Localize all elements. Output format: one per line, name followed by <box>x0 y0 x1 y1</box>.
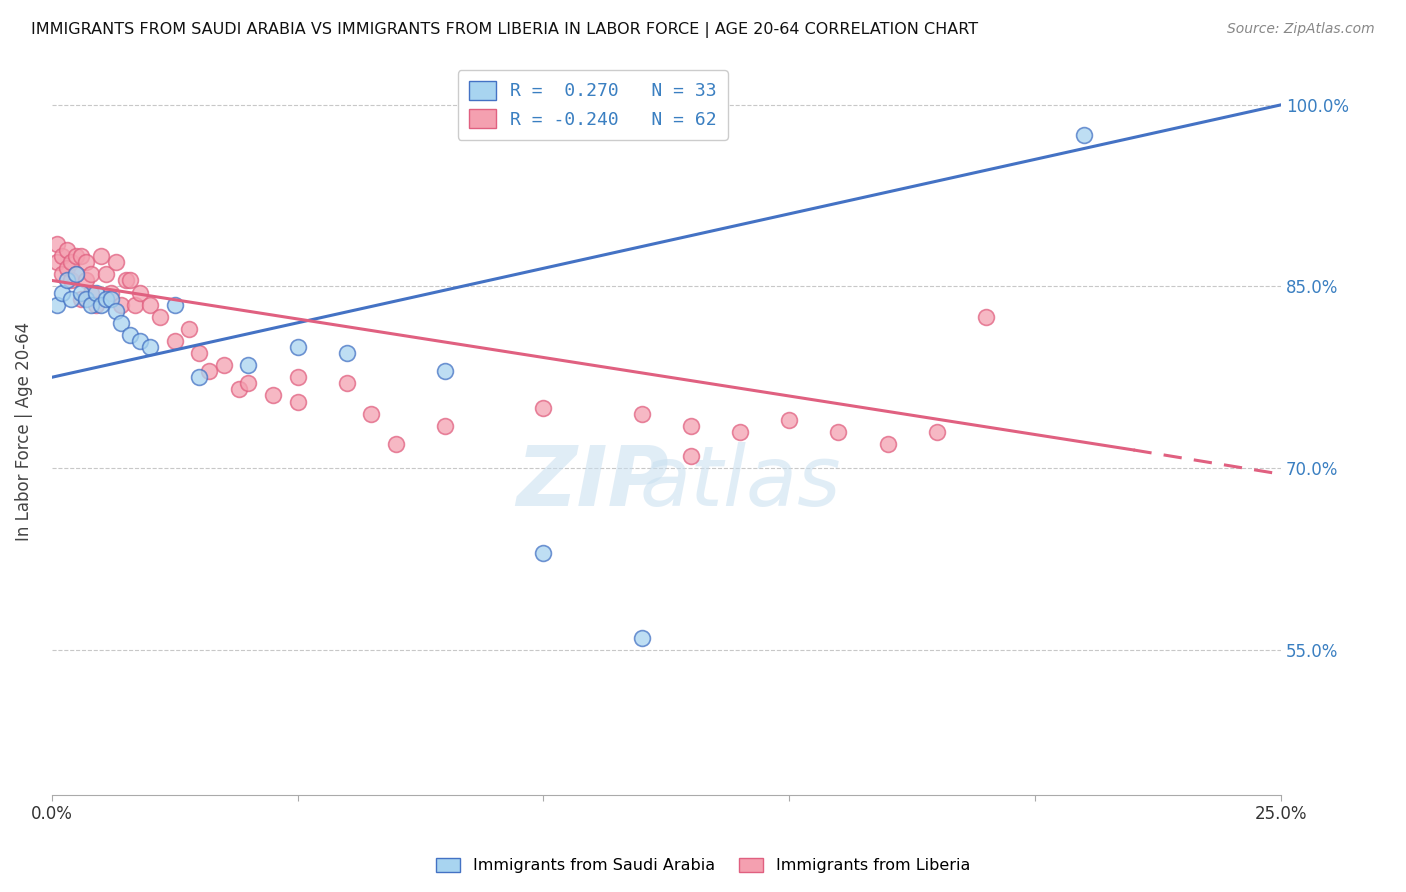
Point <box>70 285 93 300</box>
Point <box>51 285 73 300</box>
Point <box>94 268 117 282</box>
Point <box>90 249 112 263</box>
Point <box>533 546 555 560</box>
Point <box>80 268 103 282</box>
Point <box>360 407 382 421</box>
Point <box>120 327 142 342</box>
Point <box>129 285 152 300</box>
Point <box>100 292 122 306</box>
Point <box>120 273 142 287</box>
Point <box>212 358 235 372</box>
Point <box>1073 128 1095 142</box>
Point <box>51 268 73 282</box>
Point <box>974 310 997 324</box>
Point <box>45 255 67 269</box>
Point <box>533 401 555 415</box>
Point <box>188 370 211 384</box>
Point <box>55 243 77 257</box>
Point <box>60 273 83 287</box>
Point <box>129 334 152 348</box>
Point <box>75 273 97 287</box>
Point <box>238 376 260 391</box>
Text: IMMIGRANTS FROM SAUDI ARABIA VS IMMIGRANTS FROM LIBERIA IN LABOR FORCE | AGE 20-: IMMIGRANTS FROM SAUDI ARABIA VS IMMIGRAN… <box>31 22 979 38</box>
Point <box>287 394 309 409</box>
Point <box>287 370 309 384</box>
Point <box>55 261 77 276</box>
Point <box>124 298 146 312</box>
Point <box>336 376 359 391</box>
Point <box>188 346 211 360</box>
Point <box>94 292 117 306</box>
Text: atlas: atlas <box>640 442 841 523</box>
Point <box>110 298 132 312</box>
Point <box>149 310 172 324</box>
Point <box>876 437 898 451</box>
Point <box>104 303 127 318</box>
Point <box>336 346 359 360</box>
Legend: Immigrants from Saudi Arabia, Immigrants from Liberia: Immigrants from Saudi Arabia, Immigrants… <box>430 851 976 880</box>
Point <box>385 437 408 451</box>
Point <box>228 383 250 397</box>
Point <box>80 285 103 300</box>
Point <box>90 298 112 312</box>
Point <box>65 268 87 282</box>
Point <box>75 255 97 269</box>
Point <box>434 364 457 378</box>
Point <box>287 340 309 354</box>
Point <box>728 425 751 439</box>
Point <box>163 334 186 348</box>
Point <box>45 237 67 252</box>
Point <box>100 285 122 300</box>
Point <box>679 449 702 463</box>
Point <box>65 268 87 282</box>
Point <box>60 255 83 269</box>
Point <box>60 292 83 306</box>
Point <box>679 418 702 433</box>
Point <box>827 425 849 439</box>
Text: ZIP: ZIP <box>516 442 669 523</box>
Point <box>778 412 800 426</box>
Point <box>70 249 93 263</box>
Point <box>55 273 77 287</box>
Point <box>179 322 201 336</box>
Point <box>45 298 67 312</box>
Point <box>110 316 132 330</box>
Point <box>163 298 186 312</box>
Point <box>114 273 136 287</box>
Point <box>104 255 127 269</box>
Point <box>139 298 162 312</box>
Point <box>65 249 87 263</box>
Point <box>262 388 284 402</box>
Point <box>51 249 73 263</box>
Legend: R =  0.270   N = 33, R = -0.240   N = 62: R = 0.270 N = 33, R = -0.240 N = 62 <box>458 70 727 140</box>
Point <box>84 298 107 312</box>
Point <box>434 418 457 433</box>
Text: Source: ZipAtlas.com: Source: ZipAtlas.com <box>1227 22 1375 37</box>
Point <box>238 358 260 372</box>
Point <box>80 298 103 312</box>
Point <box>75 292 97 306</box>
Point <box>198 364 221 378</box>
Point <box>70 292 93 306</box>
Point <box>84 285 107 300</box>
Point <box>630 631 652 645</box>
Point <box>139 340 162 354</box>
Y-axis label: In Labor Force | Age 20-64: In Labor Force | Age 20-64 <box>15 322 32 541</box>
Point <box>630 407 652 421</box>
Point <box>925 425 948 439</box>
